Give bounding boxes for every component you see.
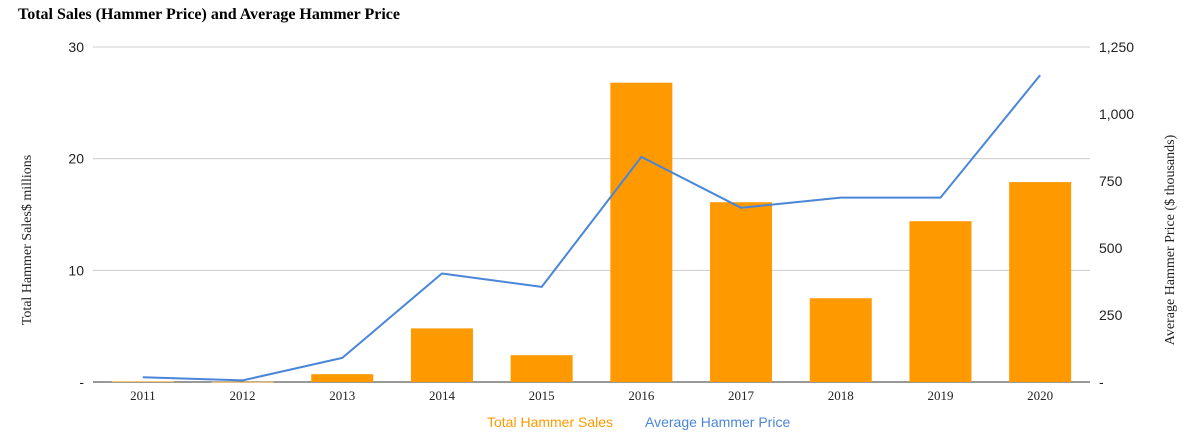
right-axis-ticks: - 250 500 750 1,000 1,250 bbox=[1099, 39, 1134, 390]
x-tick-label-2017: 2017 bbox=[728, 388, 755, 403]
left-axis-ticks: - 10 20 30 bbox=[68, 39, 84, 390]
x-tick-label-2013: 2013 bbox=[329, 388, 355, 403]
x-tick-label-2015: 2015 bbox=[529, 388, 555, 403]
right-tick-label: - bbox=[1099, 374, 1104, 390]
right-tick-label: 750 bbox=[1099, 173, 1123, 189]
x-tick-label-2019: 2019 bbox=[927, 388, 953, 403]
right-tick-label: 1,000 bbox=[1099, 106, 1134, 122]
right-tick-label: 500 bbox=[1099, 240, 1123, 256]
left-tick-label: 20 bbox=[68, 151, 84, 167]
x-tick-label-2012: 2012 bbox=[230, 388, 256, 403]
line-series-average-hammer-price bbox=[142, 74, 1041, 382]
x-tick-label-2018: 2018 bbox=[828, 388, 854, 403]
bar-2011 bbox=[111, 381, 174, 383]
bar-2014 bbox=[410, 328, 473, 382]
bar-series-total-hammer-sales bbox=[111, 82, 1072, 383]
x-axis-ticks: 2011 2012 2013 2014 2015 2016 2017 2018 2019 2020 bbox=[130, 388, 1053, 403]
x-tick-label-2020: 2020 bbox=[1027, 388, 1053, 403]
left-axis-title: Total Hammer Sales$ millions bbox=[20, 155, 35, 326]
left-tick-label: - bbox=[79, 374, 84, 390]
left-tick-label: 10 bbox=[68, 262, 84, 278]
legend-average-hammer-price: Average Hammer Price bbox=[645, 414, 790, 430]
bar-2012 bbox=[211, 381, 274, 383]
x-tick-label-2016: 2016 bbox=[628, 388, 655, 403]
bar-2013 bbox=[311, 374, 374, 382]
bar-2019 bbox=[909, 221, 972, 382]
x-tick-label-2014: 2014 bbox=[429, 388, 456, 403]
legend-total-hammer-sales: Total Hammer Sales bbox=[487, 414, 613, 430]
x-tick-label-2011: 2011 bbox=[130, 388, 156, 403]
right-tick-label: 1,250 bbox=[1099, 39, 1134, 55]
bar-2017 bbox=[710, 202, 773, 382]
chart-title: Total Sales (Hammer Price) and Average H… bbox=[18, 6, 400, 23]
right-tick-label: 250 bbox=[1099, 307, 1123, 323]
bar-2016 bbox=[610, 82, 673, 382]
line-average-hammer-price bbox=[142, 74, 1041, 382]
bar-2018 bbox=[809, 298, 872, 382]
right-axis-title: Average Hammer Price ($ thousands) bbox=[1163, 134, 1178, 345]
left-tick-label: 30 bbox=[68, 39, 84, 55]
bar-2015 bbox=[510, 355, 573, 382]
bar-2020 bbox=[1009, 182, 1072, 382]
